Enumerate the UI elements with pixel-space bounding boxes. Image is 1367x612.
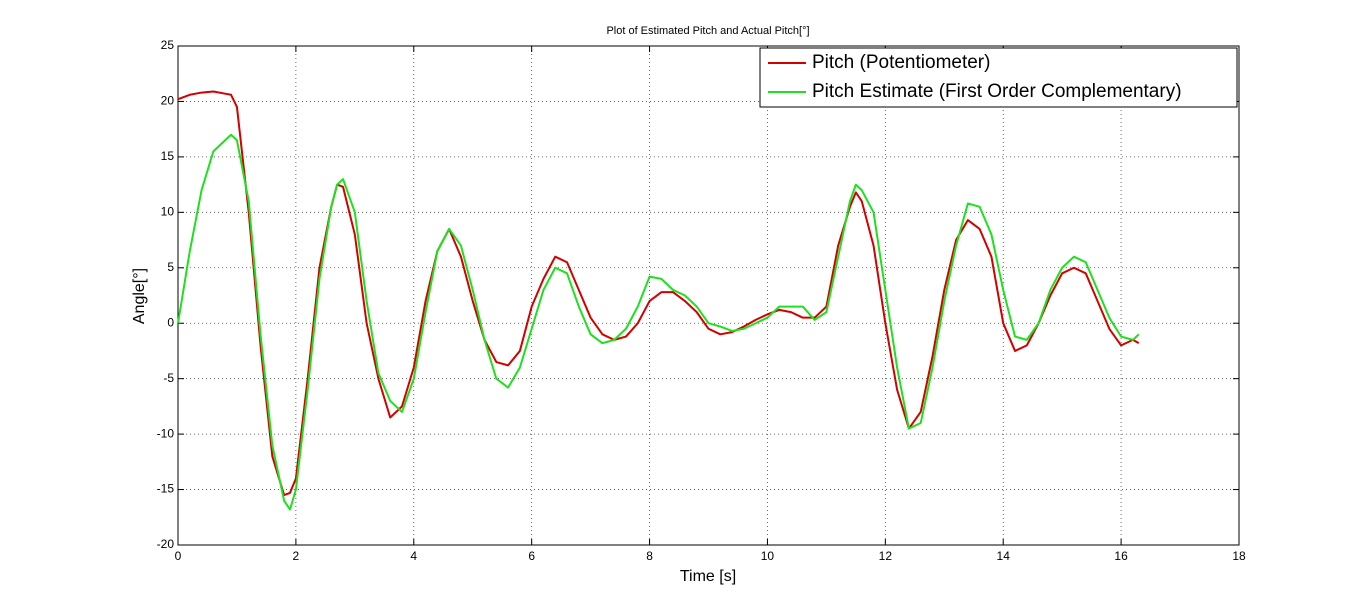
y-tick-label: 20: [161, 94, 175, 108]
x-tick-label: 6: [528, 549, 535, 563]
chart-title: Plot of Estimated Pitch and Actual Pitch…: [606, 25, 809, 37]
y-tick-label: 10: [161, 205, 175, 219]
y-tick-label: -10: [157, 426, 175, 440]
x-tick-label: 2: [293, 549, 300, 563]
x-tick-label: 18: [1232, 549, 1246, 563]
y-tick-label: -5: [163, 371, 174, 385]
x-tick-label: 4: [410, 549, 417, 563]
data-line: [177, 90, 1140, 497]
plot-frame: [177, 45, 1240, 546]
y-tick-label: -20: [157, 537, 175, 551]
legend-label: Pitch Estimate (First Order Complementar…: [812, 81, 1182, 102]
x-tick-label: 8: [646, 549, 653, 563]
legend-box: [759, 47, 1238, 108]
x-tick-label: 14: [997, 549, 1011, 563]
legend: Pitch (Potentiometer) Pitch Estimate (Fir…: [759, 47, 1238, 108]
x-tick-label: 0: [175, 549, 182, 563]
legend-label: Pitch (Potentiometer): [812, 52, 990, 73]
data-line: [177, 133, 1140, 511]
y-tick-label: 5: [167, 260, 174, 274]
y-tick-label: 0: [167, 315, 174, 329]
y-tick-label: 15: [161, 149, 175, 163]
y-tick-label: 25: [161, 38, 175, 52]
x-tick-label: 12: [879, 549, 893, 563]
x-tick-label: 10: [761, 549, 775, 563]
y-tick-label: -15: [157, 482, 175, 496]
x-axis-label: Time [s]: [680, 568, 736, 585]
x-tick-label: 16: [1114, 549, 1128, 563]
y-axis-label: Angle[°]: [131, 268, 148, 324]
